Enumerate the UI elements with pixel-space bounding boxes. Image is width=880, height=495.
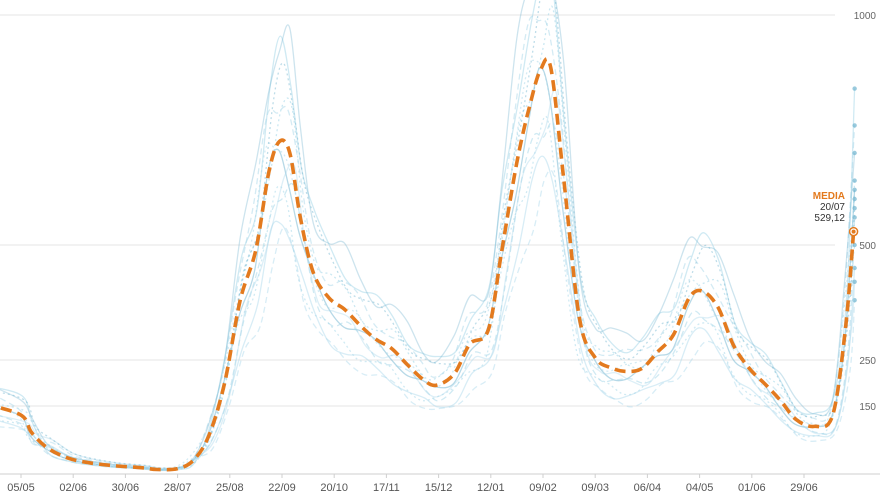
x-tick-label: 17/11 [373, 482, 400, 494]
series-end-point [852, 298, 857, 303]
region-series-line [0, 66, 856, 471]
y-tick-label: 250 [859, 356, 876, 367]
region-series-line [0, 0, 856, 469]
series-end-point [852, 150, 857, 156]
region-series-line [0, 59, 856, 470]
series-end-point [852, 206, 857, 211]
media-series [0, 57, 859, 472]
series-end-point [852, 196, 857, 202]
media-label-date: 20/07 [820, 202, 845, 213]
x-tick-label: 09/02 [529, 482, 557, 494]
x-tick-label: 15/12 [425, 482, 453, 494]
x-tick-label: 09/03 [581, 482, 609, 494]
x-tick-label: 12/01 [477, 482, 505, 494]
media-end-dot [851, 229, 856, 234]
x-tick-label: 22/09 [268, 482, 296, 494]
x-tick-label: 02/06 [59, 482, 87, 494]
region-series-line [0, 115, 856, 471]
x-axis-ticks: 05/05 02/06 30/06 28/07 25/08 22/09 20/10 17/11… [7, 474, 818, 494]
region-series-line [0, 89, 856, 469]
y-tick-label: 1000 [854, 11, 877, 22]
x-tick-label: 28/07 [164, 482, 192, 494]
media-label-value: 529,12 [814, 213, 845, 224]
series-end-point [852, 187, 857, 192]
series-end-point [852, 265, 857, 271]
region-series-line [0, 5, 856, 471]
region-series-line [0, 0, 856, 472]
media-line [0, 57, 856, 472]
gridlines [0, 14, 880, 475]
y-tick-label: 150 [859, 402, 876, 413]
series-end-point [852, 279, 857, 284]
region-series-line [0, 15, 856, 471]
series-end-point [852, 178, 857, 183]
x-tick-label: 06/04 [634, 482, 662, 494]
media-label-title: MEDIA [813, 191, 845, 202]
x-tick-label: 30/06 [112, 482, 140, 494]
x-tick-label: 25/08 [216, 482, 244, 494]
y-tick-label: 500 [859, 241, 876, 252]
x-tick-label: 29/06 [790, 482, 818, 494]
x-tick-label: 20/10 [320, 482, 348, 494]
region-series-lines [0, 0, 857, 472]
series-end-point [852, 123, 857, 128]
region-series-line [0, 0, 856, 470]
region-series-line [0, 169, 856, 470]
series-end-point [852, 242, 857, 248]
media-last-label: MEDIA 20/07 529,12 [813, 191, 846, 224]
y-axis-ticks: 150 250 500 1000 [854, 11, 877, 413]
x-tick-label: 05/05 [7, 482, 35, 494]
series-end-point [852, 86, 857, 91]
x-tick-label: 01/06 [738, 482, 766, 494]
region-series-line [0, 121, 856, 471]
x-tick-label: 04/05 [686, 482, 714, 494]
